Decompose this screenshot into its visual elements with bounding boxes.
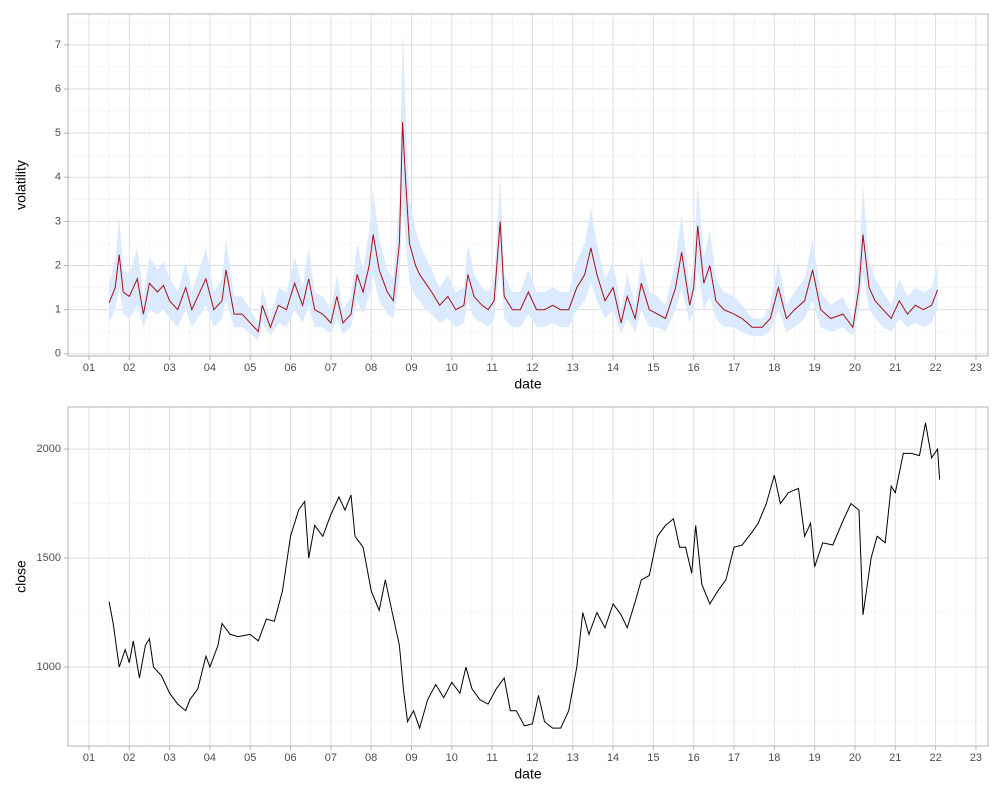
x-tick-label: 09 xyxy=(405,362,417,374)
x-tick-label: 20 xyxy=(849,752,861,764)
y-tick-label: 1500 xyxy=(37,552,61,564)
x-tick-label: 17 xyxy=(728,752,740,764)
x-tick-label: 07 xyxy=(325,752,337,764)
x-tick-label: 11 xyxy=(486,752,497,764)
y-tick-label: 2000 xyxy=(37,443,61,455)
x-tick-label: 22 xyxy=(929,752,941,764)
x-tick-label: 09 xyxy=(405,752,417,764)
x-tick-label: 19 xyxy=(809,752,821,764)
y-tick-label: 7 xyxy=(55,39,61,51)
x-tick-label: 15 xyxy=(647,362,659,374)
y-tick-label: 3 xyxy=(55,215,61,227)
panel xyxy=(68,407,988,746)
x-tick-label: 23 xyxy=(970,752,982,764)
x-tick-label: 08 xyxy=(365,362,377,374)
x-tick-label: 08 xyxy=(365,752,377,764)
y-tick-label: 1000 xyxy=(37,661,61,673)
y-tick-label: 0 xyxy=(55,348,61,360)
x-tick-label: 22 xyxy=(929,362,941,374)
x-tick-label: 14 xyxy=(607,752,619,764)
x-tick-label: 15 xyxy=(647,752,659,764)
data-line xyxy=(108,122,939,333)
x-tick-label: 23 xyxy=(970,362,982,374)
x-tick-label: 10 xyxy=(446,752,458,764)
x-tick-label: 16 xyxy=(688,752,700,764)
x-tick-label: 20 xyxy=(849,362,861,374)
x-tick-label: 17 xyxy=(728,362,740,374)
panel-border xyxy=(67,13,989,357)
x-tick-label: 06 xyxy=(284,362,296,374)
x-tick-label: 04 xyxy=(204,362,216,374)
x-tick-label: 18 xyxy=(768,362,780,374)
x-axis-title: date xyxy=(514,376,541,392)
x-tick-label: 03 xyxy=(163,362,175,374)
y-tick-label: 6 xyxy=(55,83,61,95)
y-tick-label: 4 xyxy=(55,171,61,183)
x-tick-label: 16 xyxy=(688,362,700,374)
y-tick-label: 1 xyxy=(55,304,61,316)
x-tick-label: 21 xyxy=(889,362,901,374)
x-tick-label: 13 xyxy=(567,752,579,764)
y-tick-label: 2 xyxy=(55,259,61,271)
x-tick-label: 03 xyxy=(163,752,175,764)
x-tick-label: 11 xyxy=(486,362,497,374)
x-tick-label: 21 xyxy=(889,752,901,764)
data-line xyxy=(108,422,941,730)
y-axis-title: volatility xyxy=(13,160,29,210)
x-tick-label: 04 xyxy=(204,752,216,764)
x-tick-label: 07 xyxy=(325,362,337,374)
x-axis-title: date xyxy=(514,766,541,782)
x-tick-label: 19 xyxy=(809,362,821,374)
y-tick-label: 5 xyxy=(55,127,61,139)
x-tick-label: 10 xyxy=(446,362,458,374)
x-tick-label: 14 xyxy=(607,362,619,374)
x-tick-label: 05 xyxy=(244,362,256,374)
x-tick-label: 02 xyxy=(123,752,135,764)
x-tick-label: 12 xyxy=(526,362,538,374)
x-tick-label: 01 xyxy=(83,362,95,374)
x-tick-label: 06 xyxy=(284,752,296,764)
x-tick-label: 01 xyxy=(83,752,95,764)
x-tick-label: 18 xyxy=(768,752,780,764)
x-tick-label: 12 xyxy=(526,752,538,764)
x-tick-label: 13 xyxy=(567,362,579,374)
x-tick-label: 05 xyxy=(244,752,256,764)
x-tick-label: 02 xyxy=(123,362,135,374)
panel-border xyxy=(67,406,989,747)
y-axis-title: close xyxy=(13,560,29,593)
